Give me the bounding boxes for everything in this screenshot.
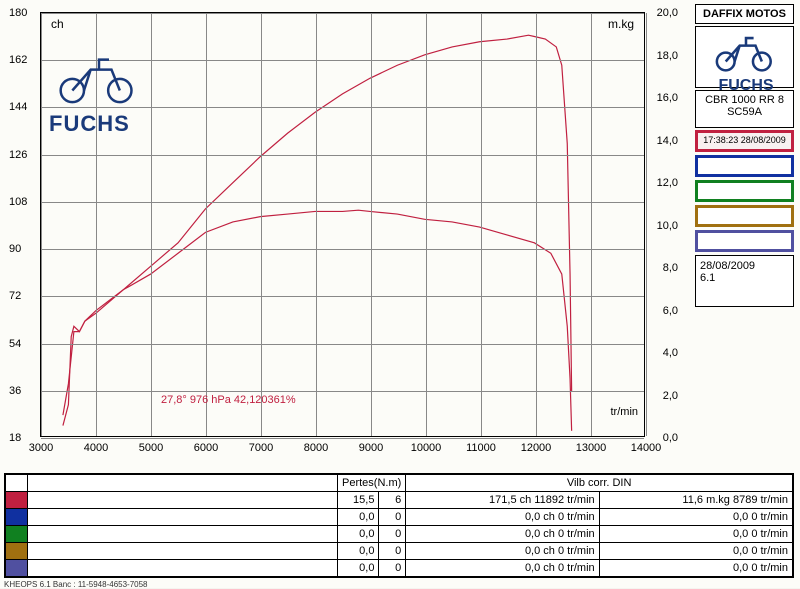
loss-b: 6 — [379, 492, 406, 509]
loss-b: 0 — [379, 509, 406, 526]
loss-a: 0,0 — [338, 543, 379, 560]
run-swatch — [695, 180, 794, 202]
side-info-panel: DAFFIX MOTOS FUCHS CBR 1000 RR 8 SC59A 1… — [695, 4, 794, 309]
y-left-tick: 36 — [9, 385, 21, 397]
peak-power: 0,0 ch 0 tr/min — [406, 526, 599, 543]
table-row: 0,000,0 ch 0 tr/min0,0 0 tr/min — [6, 560, 793, 577]
y-left-tick: 126 — [9, 149, 27, 161]
y-left-tick: 72 — [9, 290, 21, 302]
results-table: Pertes(N.m) Vilb corr. DIN 15,56171,5 ch… — [4, 473, 794, 578]
y-left-tick: 18 — [9, 432, 21, 444]
model-line2: SC59A — [698, 106, 791, 118]
loss-b: 0 — [379, 526, 406, 543]
software-version: 6.1 — [700, 272, 789, 284]
loss-b: 0 — [379, 560, 406, 577]
y-right-tick: 20,0 — [657, 7, 678, 19]
spacer-cell — [28, 560, 338, 577]
peak-torque: 0,0 0 tr/min — [599, 543, 792, 560]
color-header — [6, 475, 28, 492]
vehicle-model: CBR 1000 RR 8 SC59A — [695, 90, 794, 128]
run-swatch: 17:38:23 28/08/2009 — [695, 130, 794, 152]
loss-a: 0,0 — [338, 560, 379, 577]
dyno-printout-page: 3000400050006000700080009000100001100012… — [0, 0, 800, 588]
spacer-cell — [28, 509, 338, 526]
y-right-tick: 10,0 — [657, 220, 678, 232]
x-tick: 8000 — [304, 442, 328, 454]
row-color — [6, 492, 28, 509]
run-swatch — [695, 155, 794, 177]
x-tick: 10000 — [411, 442, 442, 454]
y-left-tick: 162 — [9, 54, 27, 66]
row-color — [6, 509, 28, 526]
logo-text: FUCHS — [708, 77, 784, 95]
peak-torque: 0,0 0 tr/min — [599, 526, 792, 543]
motorcycle-icon — [49, 53, 149, 120]
y-right-tick: 12,0 — [657, 177, 678, 189]
peak-power: 171,5 ch 11892 tr/min — [406, 492, 599, 509]
losses-header: Pertes(N.m) — [338, 475, 406, 492]
run-color-legend: 17:38:23 28/08/2009 — [695, 130, 794, 252]
row-color — [6, 560, 28, 577]
y-right-tick: 14,0 — [657, 135, 678, 147]
table-row: 0,000,0 ch 0 tr/min0,0 0 tr/min — [6, 543, 793, 560]
x-tick: 4000 — [84, 442, 108, 454]
y-left-tick: 90 — [9, 243, 21, 255]
loss-a: 0,0 — [338, 526, 379, 543]
corrected-header: Vilb corr. DIN — [406, 475, 793, 492]
model-line1: CBR 1000 RR 8 — [698, 94, 791, 106]
x-tick: 5000 — [139, 442, 163, 454]
side-logo-box: FUCHS — [695, 26, 794, 88]
peak-torque: 0,0 0 tr/min — [599, 509, 792, 526]
table-row: 0,000,0 ch 0 tr/min0,0 0 tr/min — [6, 526, 793, 543]
y-left-tick: 54 — [9, 338, 21, 350]
x-tick: 12000 — [521, 442, 552, 454]
run-swatch — [695, 205, 794, 227]
right-axis-unit: m.kg — [608, 17, 634, 31]
peak-torque: 0,0 0 tr/min — [599, 560, 792, 577]
table-header-row: Pertes(N.m) Vilb corr. DIN — [6, 475, 793, 492]
y-right-tick: 4,0 — [663, 347, 678, 359]
run-metadata: 28/08/2009 6.1 — [695, 255, 794, 307]
table-row: 15,56171,5 ch 11892 tr/min11,6 m.kg 8789… — [6, 492, 793, 509]
x-tick: 7000 — [249, 442, 273, 454]
y-left-tick: 144 — [9, 101, 27, 113]
run-date: 28/08/2009 — [700, 260, 789, 272]
row-color — [6, 526, 28, 543]
y-right-tick: 0,0 — [663, 432, 678, 444]
fuchs-logo: FUCHS — [49, 53, 149, 123]
x-tick: 6000 — [194, 442, 218, 454]
row-color — [6, 543, 28, 560]
x-tick: 3000 — [29, 442, 53, 454]
y-left-tick: 180 — [9, 7, 27, 19]
loss-b: 0 — [379, 543, 406, 560]
x-tick: 9000 — [359, 442, 383, 454]
x-tick: 14000 — [631, 442, 662, 454]
x-tick: 13000 — [576, 442, 607, 454]
spacer-cell — [28, 526, 338, 543]
run-swatch — [695, 230, 794, 252]
environment-conditions: 27,8° 976 hPa 42,120361% — [161, 394, 296, 406]
peak-power: 0,0 ch 0 tr/min — [406, 560, 599, 577]
peak-torque: 11,6 m.kg 8789 tr/min — [599, 492, 792, 509]
dyno-chart: 3000400050006000700080009000100001100012… — [40, 12, 645, 437]
y-right-tick: 18,0 — [657, 50, 678, 62]
y-right-tick: 6,0 — [663, 305, 678, 317]
y-right-tick: 2,0 — [663, 390, 678, 402]
x-axis-unit: tr/min — [611, 406, 639, 418]
peak-power: 0,0 ch 0 tr/min — [406, 543, 599, 560]
spacer-cell — [28, 543, 338, 560]
x-tick: 11000 — [466, 442, 496, 454]
loss-a: 15,5 — [338, 492, 379, 509]
shop-name: DAFFIX MOTOS — [695, 4, 794, 24]
y-right-tick: 16,0 — [657, 92, 678, 104]
spacer-header — [28, 475, 338, 492]
table-row: 0,000,0 ch 0 tr/min0,0 0 tr/min — [6, 509, 793, 526]
y-left-tick: 108 — [9, 196, 27, 208]
left-axis-unit: ch — [51, 17, 64, 31]
loss-a: 0,0 — [338, 509, 379, 526]
peak-power: 0,0 ch 0 tr/min — [406, 509, 599, 526]
spacer-cell — [28, 492, 338, 509]
y-right-tick: 8,0 — [663, 262, 678, 274]
